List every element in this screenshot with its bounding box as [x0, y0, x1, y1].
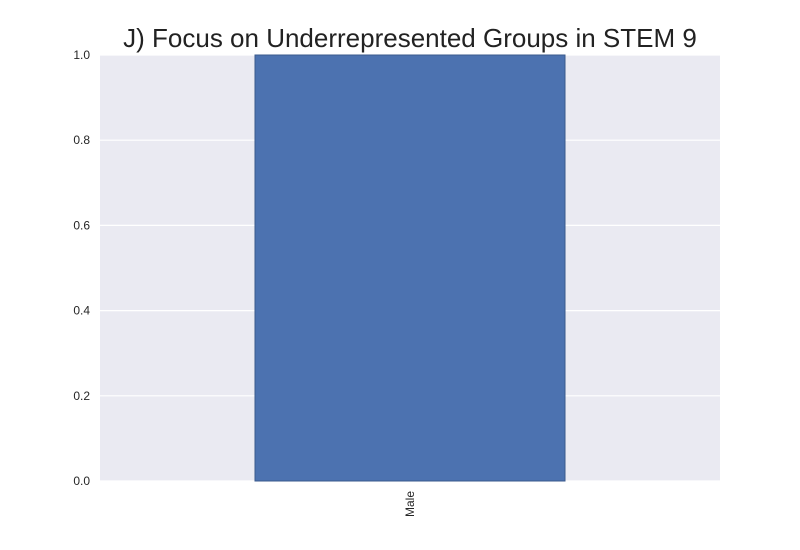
y-tick-label-5: 1.0: [73, 48, 90, 62]
y-axis-ticks: 0.0 0.2 0.4 0.6 0.8 1.0: [73, 48, 90, 488]
y-tick-label-3: 0.6: [73, 218, 90, 232]
y-tick-label-1: 0.2: [73, 389, 90, 403]
bars: [254, 54, 566, 482]
bar-male: [254, 54, 566, 482]
y-tick-label-0: 0.0: [73, 474, 90, 488]
y-tick-label-4: 0.8: [73, 133, 90, 147]
x-tick-label-male: Male: [403, 491, 417, 517]
x-axis-ticks: Male: [403, 491, 417, 517]
y-tick-label-2: 0.4: [73, 304, 90, 318]
chart-title: J) Focus on Underrepresented Groups in S…: [123, 23, 697, 53]
